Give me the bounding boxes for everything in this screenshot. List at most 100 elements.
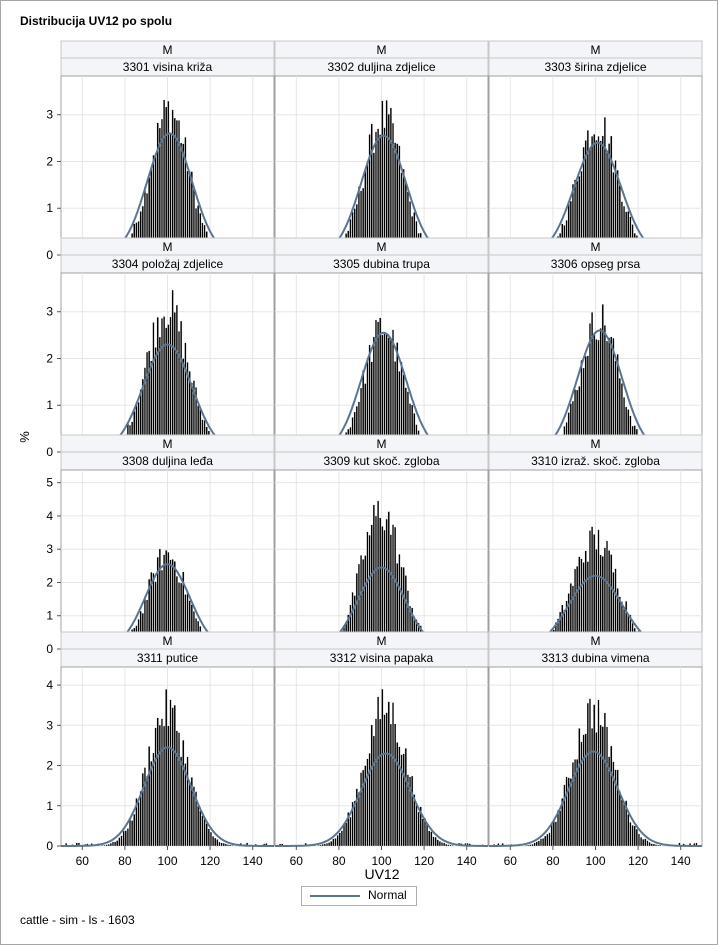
- histogram-bar: [385, 100, 388, 256]
- histogram-bar: [133, 814, 136, 847]
- normal-curve: [489, 750, 702, 847]
- panel-title: 3306 opseg prsa: [551, 257, 641, 271]
- histogram-bar: [563, 784, 566, 847]
- footnote: cattle - sim - ls - 1603: [20, 913, 135, 927]
- histogram-bar: [544, 835, 547, 847]
- panel-title: 3312 visina papaka: [330, 651, 434, 665]
- y-tick-label: 0: [46, 642, 53, 656]
- histogram-bar: [351, 801, 354, 847]
- histogram-bar: [402, 753, 405, 847]
- histogram-bar: [379, 134, 382, 256]
- x-tick-label: 80: [332, 854, 346, 868]
- histogram-bar: [364, 765, 367, 847]
- y-tick-label: 3: [46, 108, 53, 122]
- histogram-bar: [347, 812, 350, 847]
- histogram-bar: [406, 774, 409, 847]
- histogram-bar: [150, 761, 153, 847]
- histogram-bar: [103, 844, 106, 847]
- histogram-bar: [383, 714, 386, 847]
- histogram-bar: [417, 811, 420, 847]
- histogram-bar: [391, 702, 395, 847]
- y-tick-label: 3: [46, 542, 53, 556]
- histogram-bar: [546, 833, 549, 847]
- x-tick-label: 140: [243, 854, 263, 868]
- y-axis-title: %: [17, 431, 32, 443]
- histogram-bar: [584, 733, 587, 847]
- histogram-bar: [396, 742, 399, 847]
- normal-curve: [275, 752, 488, 847]
- panel-group-label: M: [591, 634, 601, 648]
- histogram-bar: [385, 333, 388, 453]
- histogram-bar: [379, 718, 382, 847]
- histogram-bar: [355, 788, 358, 847]
- histogram-bar: [618, 791, 621, 847]
- legend-normal-label: Normal: [368, 888, 407, 902]
- y-tick-label: 0: [46, 839, 53, 853]
- histogram-bar: [606, 726, 609, 847]
- histogram-bar: [582, 734, 585, 847]
- histogram-bar: [603, 712, 606, 847]
- histogram-bar: [648, 842, 651, 847]
- histogram-bar: [340, 830, 343, 847]
- histogram-bar: [554, 821, 557, 847]
- x-tick-label: 60: [76, 854, 90, 868]
- histogram-bar: [571, 762, 574, 847]
- histogram-bar: [387, 113, 390, 256]
- histogram-bar: [156, 317, 159, 453]
- histogram-bar: [182, 739, 185, 847]
- histogram-bar: [129, 818, 132, 847]
- histogram-bar: [353, 800, 356, 847]
- histogram-bar: [542, 838, 545, 847]
- panel-group-label: M: [377, 43, 387, 57]
- histogram-bar: [381, 688, 384, 847]
- histogram-bar: [603, 325, 606, 453]
- histogram-bar: [447, 844, 450, 847]
- histogram-bar: [332, 838, 335, 847]
- histogram-bar: [550, 823, 553, 847]
- panel-title: 3308 duljina leđa: [122, 454, 213, 468]
- histogram-bar: [374, 718, 377, 847]
- histogram-bar: [169, 316, 172, 453]
- histogram-bar: [229, 844, 232, 847]
- panel-group-label: M: [591, 43, 601, 57]
- histogram-bar: [139, 791, 142, 847]
- histogram-bar: [156, 717, 159, 847]
- histogram-bar: [205, 823, 208, 847]
- histogram-bar: [616, 769, 619, 847]
- histogram-bar: [565, 776, 568, 847]
- histogram-bar: [154, 727, 157, 847]
- histogram-bar: [366, 758, 369, 847]
- histogram-bar: [430, 831, 433, 847]
- histogram-bar: [383, 127, 386, 256]
- histogram-bar: [599, 724, 602, 847]
- histogram-bar: [374, 131, 377, 256]
- histogram-bar: [114, 841, 117, 847]
- y-tick-label: 4: [46, 678, 53, 692]
- x-tick-label: 100: [585, 854, 605, 868]
- histogram-bar: [591, 727, 594, 847]
- histogram-bar: [421, 818, 424, 847]
- panel-group-label: M: [163, 240, 173, 254]
- normal-curve: [61, 746, 274, 847]
- histogram-bar: [432, 836, 435, 847]
- histogram-bar: [165, 689, 168, 847]
- histogram-bar: [591, 526, 594, 650]
- histogram-bar: [409, 776, 412, 847]
- histogram-bar: [525, 844, 528, 847]
- histogram-bar: [389, 107, 392, 256]
- panel-group-label: M: [163, 634, 173, 648]
- histogram-bar: [175, 304, 178, 453]
- histogram-bar: [586, 702, 589, 847]
- histogram-bar: [601, 726, 604, 847]
- histogram-bar: [171, 289, 174, 453]
- histogram-bar: [321, 844, 324, 847]
- histogram-bar: [599, 328, 602, 453]
- histogram-bar: [357, 792, 360, 847]
- histogram-bar: [595, 732, 598, 847]
- histogram-bar: [379, 317, 382, 453]
- histogram-bar: [203, 818, 206, 847]
- histogram-bar: [207, 828, 210, 847]
- histogram-bar: [336, 835, 339, 847]
- histogram-bar: [557, 810, 560, 847]
- histogram-bar: [374, 515, 377, 650]
